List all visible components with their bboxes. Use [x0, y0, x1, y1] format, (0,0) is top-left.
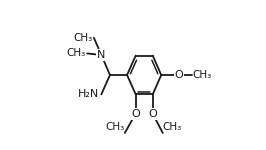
- Text: N: N: [97, 50, 106, 60]
- Text: CH₃: CH₃: [66, 48, 86, 58]
- Text: O: O: [148, 109, 157, 119]
- Text: H₂N: H₂N: [78, 89, 99, 99]
- Text: CH₃: CH₃: [106, 122, 125, 132]
- Text: CH₃: CH₃: [192, 70, 212, 80]
- Text: CH₃: CH₃: [73, 33, 92, 43]
- Text: CH₃: CH₃: [163, 122, 182, 132]
- Text: O: O: [131, 109, 140, 119]
- Text: O: O: [175, 70, 184, 80]
